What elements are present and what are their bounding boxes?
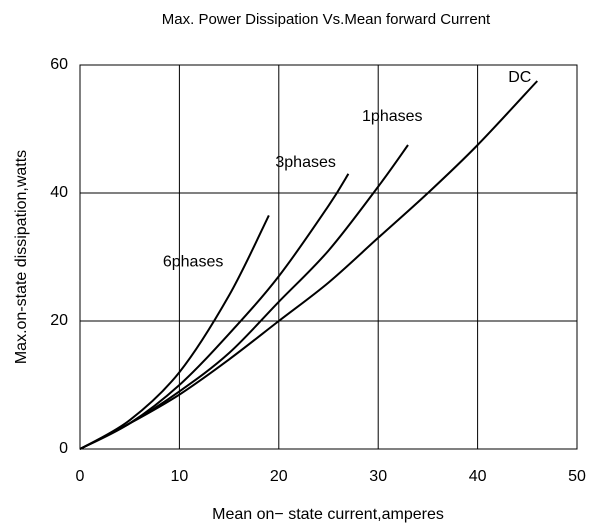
y-tick-label: 20 — [50, 312, 68, 329]
plot-frame — [79, 64, 578, 450]
x-tick-label: 30 — [369, 468, 387, 485]
x-tick-label: 10 — [171, 468, 189, 485]
line-series — [79, 80, 538, 450]
y-tick-label: 40 — [50, 184, 68, 201]
series-label: 3phases — [275, 154, 336, 171]
line-series — [79, 214, 270, 450]
line-series — [79, 173, 350, 450]
x-tick-label: 40 — [469, 468, 487, 485]
series-label: 6phases — [163, 254, 224, 271]
series-label: 1phases — [362, 108, 423, 125]
y-tick-label: 60 — [50, 56, 68, 73]
x-axis-label: Mean on− state current,amperes — [212, 506, 444, 523]
series-label: DC — [508, 69, 531, 86]
x-tick-label: 20 — [270, 468, 288, 485]
x-tick-label: 50 — [568, 468, 586, 485]
chart-title: Max. Power Dissipation Vs.Mean forward C… — [162, 11, 491, 28]
line-series — [79, 144, 409, 450]
y-axis-label: Max.on-state dissipation,watts — [13, 150, 30, 364]
x-tick-label: 0 — [76, 468, 85, 485]
y-tick-label: 0 — [59, 440, 68, 457]
